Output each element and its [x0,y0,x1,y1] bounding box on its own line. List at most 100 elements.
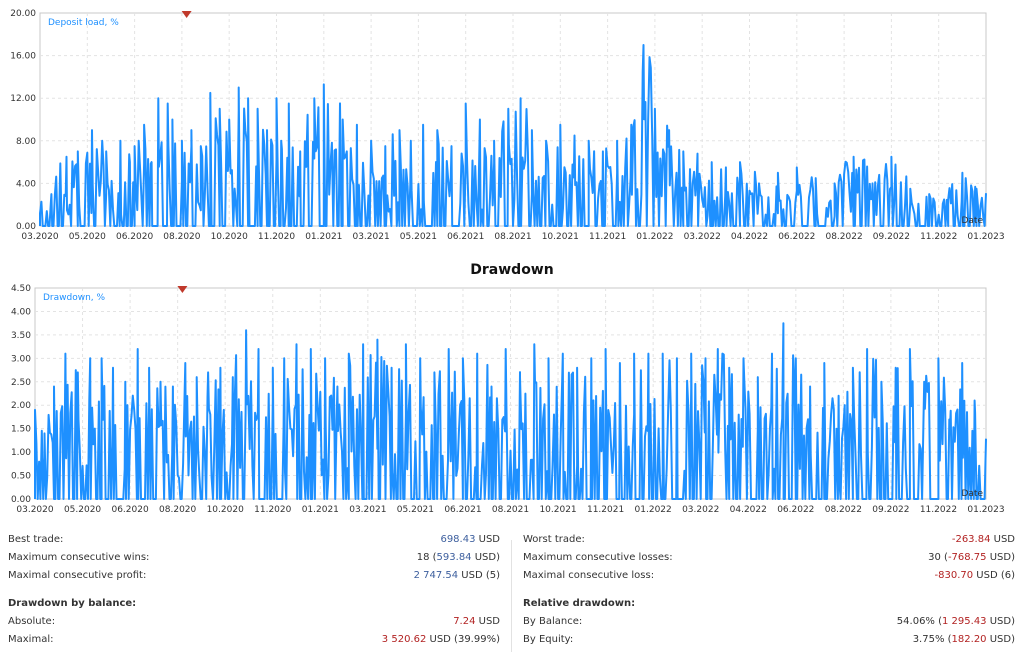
y-tick-label: 1.00 [11,448,31,458]
stats-heading: Relative drawdown: [523,596,1015,612]
x-tick-label: 11.2020 [254,505,291,515]
stats-value: -263.84 USD [952,532,1015,548]
x-tick-label: 05.2021 [397,505,434,515]
x-tick-label: 06.2021 [447,232,484,242]
stats-value: 2 747.54 USD (5) [414,568,500,584]
stats-value: -830.70 USD (6) [935,568,1016,584]
x-tick-label: 10.2021 [542,232,579,242]
stats-value-number: 182.20 [951,634,987,645]
x-tick-label: 06.2020 [116,232,153,242]
x-tick-label: 01.2022 [636,232,673,242]
x-tick-label: 11.2021 [587,505,624,515]
x-tick-label: 04.2022 [730,505,767,515]
x-tick-label: 04.2022 [731,232,768,242]
stats-value-number: -768.75 [947,552,987,563]
y-tick-label: 20.00 [10,9,36,19]
stats-row: Best trade: 698.43 USD [8,532,500,548]
x-tick-label: 03.2021 [352,232,389,242]
stats-value-number: -830.70 [934,570,974,581]
x-tick-label: 10.2020 [211,232,248,242]
y-tick-label: 3.00 [11,354,31,364]
x-tick-label: 06.2022 [778,232,815,242]
x-tick-label: 01.2023 [967,232,1004,242]
stats-value: 698.43 USD [440,532,500,548]
x-tick-label: 09.2022 [873,232,910,242]
stats-value: 18 (593.84 USD) [417,550,500,566]
stats-value-unit: USD (39.99%) [426,634,501,645]
series-line [39,44,987,227]
stats-value-number: 3 520.62 [381,634,427,645]
stats-label: By Balance: [523,616,583,627]
y-tick-label: 3.50 [11,331,31,341]
y-tick-label: 12.00 [10,94,36,104]
x-tick-label: 05.2020 [64,505,101,515]
series-title: Deposit load, % [48,18,119,28]
series-title: Drawdown, % [43,293,106,303]
stats-divider [511,540,512,652]
y-tick-label: 4.00 [16,179,36,189]
y-tick-label: 8.00 [16,137,36,147]
stats-value: 54.06% (1 295.43 USD) [897,614,1015,630]
stats-value-number: 593.84 [436,552,472,563]
x-tick-label: 05.2021 [400,232,437,242]
stats-value-number: 698.43 [440,534,476,545]
stats-label: Maximal consecutive loss: [523,570,655,581]
x-tick-label: 01.2023 [967,505,1004,515]
y-tick-label: 2.00 [11,401,31,411]
stats-value: 3.75% (182.20 USD) [913,632,1015,648]
stats-value-unit: USD (6) [973,570,1015,581]
stats-row: Maximum consecutive losses: 30 (-768.75 U… [523,550,1015,566]
stats-value-unit: USD [475,616,500,627]
stats-row: By Balance: 54.06% (1 295.43 USD) [523,614,1015,630]
y-tick-label: 0.00 [16,222,36,232]
x-tick-label: 08.2021 [492,505,529,515]
y-tick-label: 16.00 [10,52,36,62]
y-tick-label: 1.50 [11,425,31,435]
stats-value-number: 1 295.43 [942,616,987,627]
y-tick-label: 0.50 [11,472,31,482]
x-axis-label: Date [961,489,983,499]
stats-value-prefix: 30 ( [928,552,948,563]
stats-heading: Drawdown by balance: [8,596,500,612]
stats-heading-label: Relative drawdown: [523,598,636,609]
stats-row: Maximal: 3 520.62 USD (39.99%) [8,632,500,648]
x-tick-label: 11.2021 [589,232,626,242]
stats-row: Maximum consecutive wins: 18 (593.84 USD) [8,550,500,566]
x-tick-label: 06.2022 [777,505,814,515]
x-tick-label: 09.2022 [872,505,909,515]
stats-value-prefix: 54.06% ( [896,616,943,627]
stats-row: Maximal consecutive loss: -830.70 USD (6) [523,568,1015,584]
stats-value: 30 (-768.75 USD) [928,550,1015,566]
x-tick-label: 06.2021 [444,505,481,515]
stats-value-prefix: 3.75% ( [912,634,952,645]
y-tick-label: 4.00 [11,307,31,317]
stats-label: Maximum consecutive wins: [8,552,150,563]
y-tick-label: 0.00 [11,495,31,505]
x-tick-label: 01.2021 [305,232,342,242]
x-tick-label: 05.2020 [69,232,106,242]
stats-label: Maximum consecutive losses: [523,552,673,563]
stats-value-unit: USD) [986,616,1015,627]
stats-value: 3 520.62 USD (39.99%) [382,632,500,648]
stats-row: Maximal consecutive profit: 2 747.54 USD … [8,568,500,584]
x-axis-label: Date [961,216,983,226]
x-tick-label: 03.2022 [682,505,719,515]
x-tick-label: 10.2020 [207,505,244,515]
x-tick-label: 01.2021 [302,505,339,515]
x-tick-label: 11.2022 [920,232,957,242]
stats-row: Absolute: 7.24 USD [8,614,500,630]
stats-value-unit: USD) [986,552,1015,563]
stats-label: Maximal: [8,634,54,645]
stats-value: 7.24 USD [453,614,500,630]
stats-value-unit: USD (5) [458,570,500,581]
x-tick-label: 11.2022 [920,505,957,515]
x-tick-label: 01.2022 [635,505,672,515]
x-tick-label: 08.2021 [494,232,531,242]
stats-value-unit: USD) [471,552,500,563]
x-tick-label: 10.2021 [539,505,576,515]
x-tick-label: 03.2020 [16,505,53,515]
stats-label: Worst trade: [523,534,585,545]
x-tick-label: 08.2020 [159,505,196,515]
stats-value-number: -263.84 [951,534,991,545]
series-line [34,322,987,500]
